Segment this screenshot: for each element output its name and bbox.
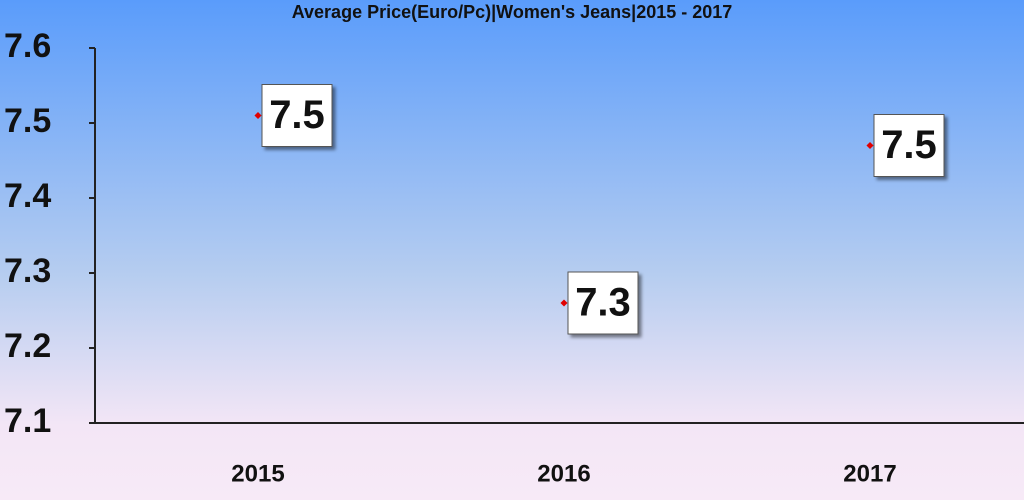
- data-label-box: [873, 114, 945, 177]
- marker: [866, 141, 874, 150]
- y-tick-label: 7.6: [4, 27, 51, 65]
- y-tick-label: 7.3: [4, 252, 51, 290]
- x-tick-label: 2017: [843, 460, 896, 487]
- y-tick-label: 7.2: [4, 327, 51, 365]
- marker: [560, 299, 568, 307]
- y-tick-label: 7.5: [4, 102, 51, 140]
- y-tick-label: 7.1: [4, 402, 51, 440]
- chart-title: Average Price(Euro/Pc)|Women's Jeans|201…: [292, 2, 733, 22]
- x-tick-label: 2016: [537, 460, 590, 487]
- x-tick-label: 2015: [231, 460, 284, 487]
- data-label-box: [567, 271, 639, 335]
- y-tick-label: 7.4: [4, 177, 51, 215]
- data-label: 7.3: [575, 281, 631, 325]
- marker: [254, 111, 262, 120]
- data-label-box: [261, 84, 333, 147]
- data-label: 7.5: [269, 93, 325, 137]
- data-label: 7.5: [881, 123, 937, 167]
